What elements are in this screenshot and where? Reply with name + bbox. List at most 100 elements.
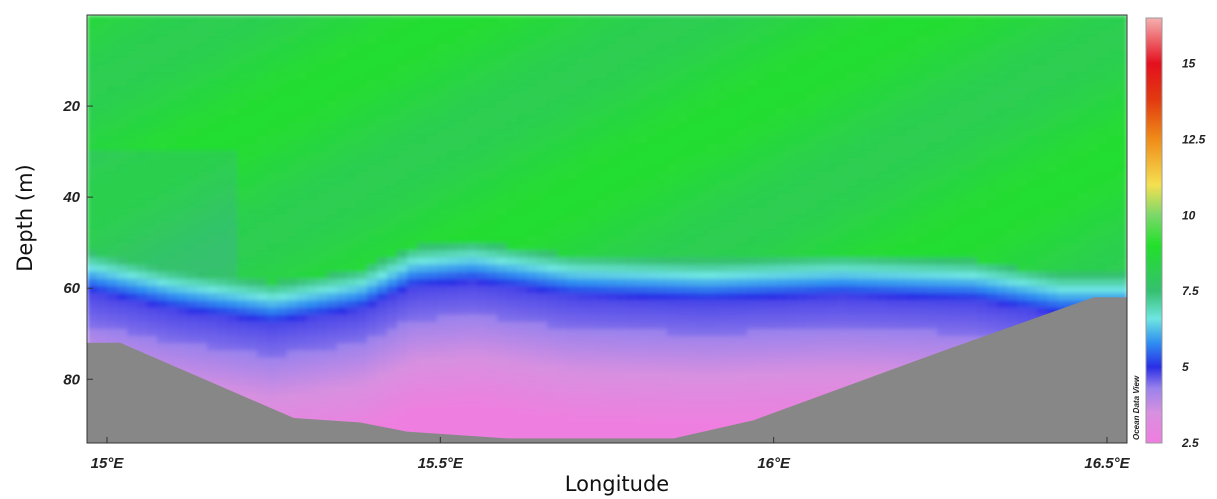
- field-cell: [437, 22, 448, 30]
- field-cell: [287, 57, 298, 66]
- field-cell: [817, 157, 828, 166]
- field-cell: [147, 136, 158, 144]
- field-cell: [577, 57, 588, 66]
- field-cell: [907, 214, 918, 223]
- field-cell: [137, 122, 148, 130]
- field-cell: [547, 307, 558, 316]
- field-cell: [327, 300, 338, 309]
- field-cell: [337, 193, 348, 202]
- field-cell: [307, 157, 318, 166]
- field-cell: [347, 114, 358, 123]
- field-cell: [447, 350, 458, 358]
- field-cell: [157, 64, 168, 73]
- field-cell: [367, 114, 378, 123]
- field-cell: [487, 43, 498, 52]
- field-cell: [817, 93, 828, 102]
- field-cell: [737, 314, 748, 323]
- field-cell: [487, 157, 498, 166]
- field-cell: [307, 22, 318, 30]
- field-cell: [847, 371, 858, 380]
- field-cell: [517, 86, 528, 95]
- field-cell: [377, 122, 388, 130]
- field-cell: [417, 300, 428, 309]
- field-cell: [587, 300, 598, 309]
- field-cell: [857, 214, 868, 223]
- field-cell: [127, 43, 138, 52]
- field-cell: [867, 243, 878, 251]
- field-cell: [717, 157, 728, 166]
- field-cell: [597, 57, 608, 66]
- field-cell: [297, 122, 308, 130]
- field-cell: [387, 243, 398, 251]
- field-cell: [277, 207, 288, 216]
- field-cell: [787, 357, 798, 366]
- field-cell: [787, 229, 798, 237]
- field-cell: [557, 229, 568, 237]
- field-cell: [467, 29, 478, 37]
- field-cell: [517, 278, 528, 287]
- field-cell: [167, 193, 178, 202]
- field-cell: [237, 50, 248, 59]
- field-cell: [757, 229, 768, 237]
- field-cell: [257, 400, 268, 408]
- field-cell: [657, 307, 668, 316]
- field-cell: [177, 100, 188, 109]
- field-cell: [197, 364, 208, 373]
- field-cell: [497, 43, 508, 52]
- field-cell: [357, 36, 368, 45]
- field-cell: [327, 293, 338, 301]
- field-cell: [727, 214, 738, 223]
- field-cell: [777, 50, 788, 59]
- field-cell: [847, 321, 858, 330]
- field-cell: [667, 79, 678, 87]
- field-cell: [617, 243, 628, 251]
- field-cell: [147, 264, 158, 273]
- field-cell: [677, 393, 688, 401]
- field-cell: [637, 421, 648, 430]
- field-cell: [397, 357, 408, 366]
- field-cell: [177, 150, 188, 159]
- field-cell: [137, 114, 148, 123]
- field-cell: [367, 136, 378, 144]
- field-cell: [427, 328, 438, 337]
- field-cell: [917, 114, 928, 123]
- field-cell: [677, 407, 688, 416]
- field-cell: [557, 321, 568, 330]
- field-cell: [537, 114, 548, 123]
- field-cell: [457, 186, 468, 194]
- field-cell: [407, 136, 418, 144]
- field-cell: [307, 179, 318, 187]
- field-cell: [627, 400, 638, 408]
- field-cell: [617, 200, 628, 209]
- field-cell: [337, 321, 348, 330]
- field-cell: [887, 86, 898, 95]
- field-cell: [637, 143, 648, 152]
- field-cell: [397, 364, 408, 373]
- field-cell: [547, 428, 558, 437]
- field-cell: [567, 93, 578, 102]
- field-cell: [507, 86, 518, 95]
- field-cell: [697, 122, 708, 130]
- field-cell: [397, 64, 408, 73]
- field-cell: [547, 107, 558, 116]
- field-cell: [847, 364, 858, 373]
- field-cell: [457, 229, 468, 237]
- field-cell: [897, 171, 908, 180]
- field-cell: [497, 29, 508, 37]
- field-cell: [707, 264, 718, 273]
- field-cell: [187, 264, 198, 273]
- field-cell: [537, 371, 548, 380]
- field-cell: [397, 72, 408, 80]
- field-cell: [797, 214, 808, 223]
- field-cell: [747, 293, 758, 301]
- field-cell: [827, 307, 838, 316]
- field-cell: [267, 371, 278, 380]
- field-cell: [397, 93, 408, 102]
- field-cell: [347, 286, 358, 294]
- field-cell: [187, 314, 198, 323]
- field-cell: [607, 29, 618, 37]
- field-cell: [287, 186, 298, 194]
- field-cell: [517, 100, 528, 109]
- field-cell: [87, 100, 98, 109]
- field-cell: [847, 114, 858, 123]
